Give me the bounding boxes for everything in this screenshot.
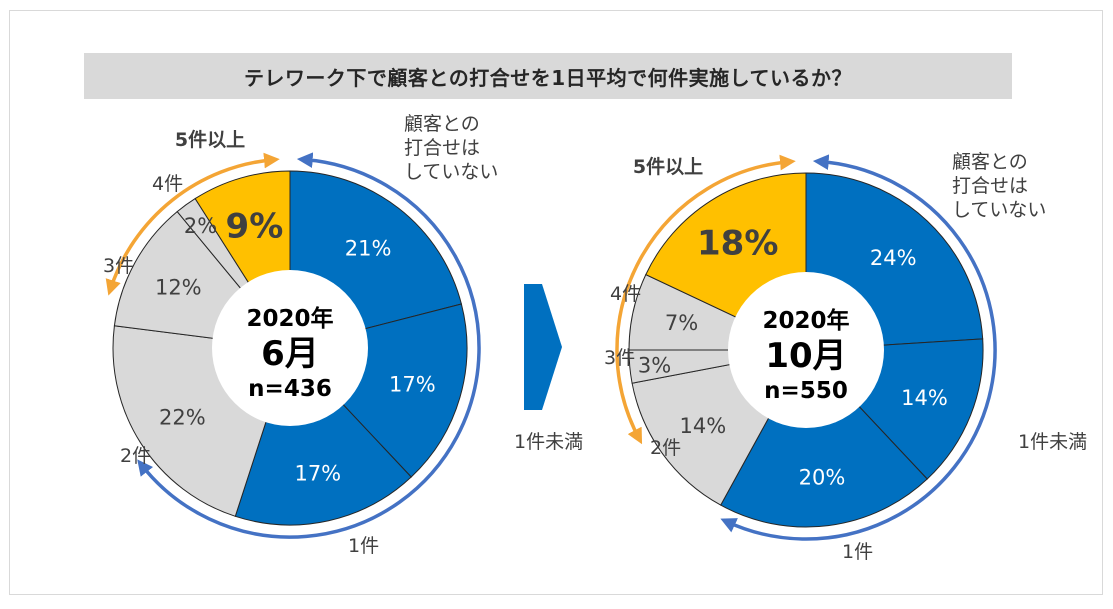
category-label-four-0: 4件 [152,173,183,195]
blue-range-arrow-0 [137,152,481,539]
category-label-one-0: 1件 [348,535,379,557]
center-month-1: 10月 [765,336,846,376]
orange-range-arrow-0 [105,152,280,296]
data-label-0-1: 17% [389,373,436,397]
blue-range-arrow-1 [720,154,997,541]
data-label-0-2: 17% [294,461,341,485]
category-label-one-1: 1件 [842,541,873,563]
category-label-none-1-1: 打合せは [952,175,1028,197]
category-label-none-0-0: 顧客との [404,113,480,135]
category-label-five-plus-0: 5件以上 [175,128,245,151]
orange-range-arrow-1 [615,154,796,445]
category-label-two-1: 2件 [650,437,681,459]
data-label-1-2: 20% [799,465,846,489]
center-year-1: 2020年 [762,307,849,334]
chart-title: テレワーク下で顧客との打合せを1日平均で何件実施しているか？ [243,65,853,90]
category-label-lt1-1: 1件未満 [1018,431,1087,453]
center-year-0: 2020年 [246,305,333,332]
data-label-0-3: 22% [159,405,206,429]
category-label-two-0: 2件 [120,445,151,467]
category-label-none-0-1: 打合せは [404,137,480,159]
figure-frame [9,10,1103,595]
center-month-0: 6月 [261,334,319,374]
category-label-lt1-0: 1件未満 [514,431,583,453]
category-label-three-0: 3件 [103,255,134,277]
data-label-0-6: 9% [226,207,284,247]
data-label-0-5: 2% [184,214,217,238]
category-label-none-0-2: していない [404,161,498,183]
category-label-four-1: 4件 [610,283,641,305]
category-label-three-1: 3件 [604,347,635,369]
center-n-0: n=436 [248,376,332,402]
center-n-1: n=550 [764,378,848,404]
data-label-1-3: 14% [680,414,727,438]
title-bar: テレワーク下で顧客との打合せを1日平均で何件実施しているか？ [84,53,1012,99]
data-label-0-0: 21% [345,236,392,260]
transition-arrow [524,284,562,410]
data-label-1-5: 7% [665,311,698,335]
category-label-none-1-0: 顧客との [952,151,1028,173]
data-label-1-4: 3% [638,353,671,377]
data-label-1-1: 14% [901,386,948,410]
data-label-0-4: 12% [155,276,202,300]
category-label-none-1-2: していない [952,199,1046,221]
data-label-1-0: 24% [870,246,917,270]
category-label-five-plus-1: 5件以上 [633,155,703,178]
data-label-1-6: 18% [697,223,778,263]
